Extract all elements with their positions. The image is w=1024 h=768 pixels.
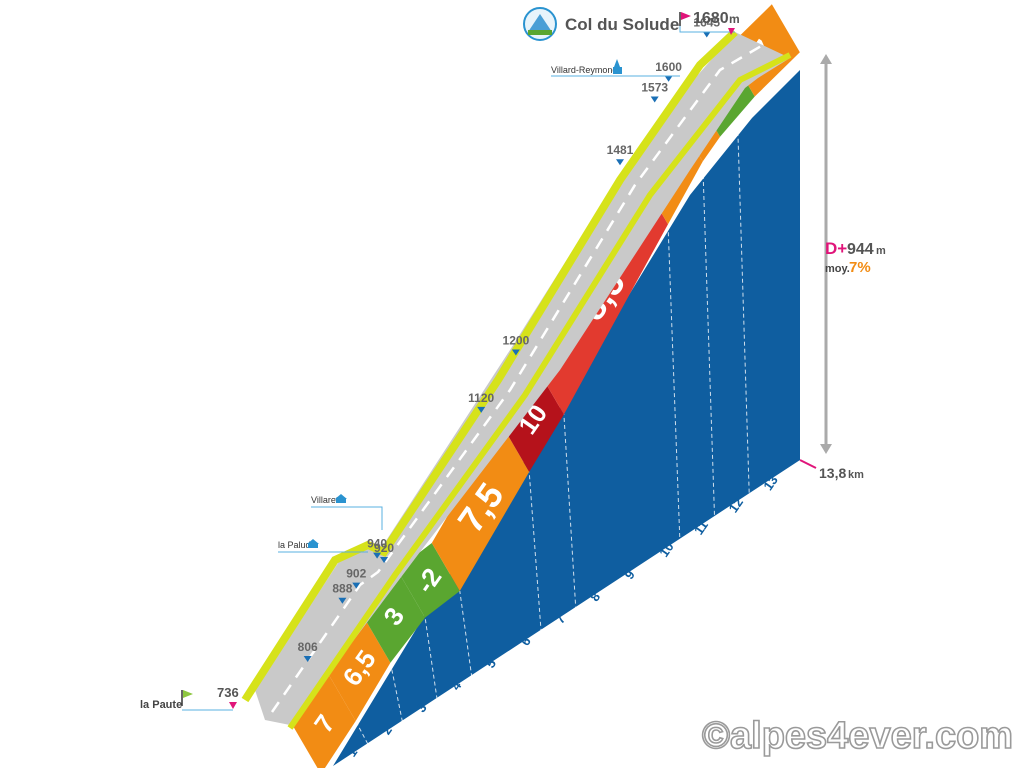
dplus-value: 944 (847, 241, 874, 258)
church-icon (613, 59, 622, 74)
house-icon (307, 539, 319, 548)
place-villard-reymond: Villard-Reymond (551, 65, 617, 75)
start-altitude: 736 (217, 685, 239, 700)
altitude-marker (511, 349, 520, 356)
house-icon (335, 494, 347, 503)
place-villaret: Villaret (311, 495, 339, 505)
altitude-marker (352, 582, 361, 589)
road-edge-right (287, 52, 792, 730)
height-arrow (820, 54, 832, 454)
gradient-segment (501, 366, 564, 472)
altitude-label: 1573 (641, 81, 668, 95)
altitude-label: 1200 (503, 333, 530, 347)
km-grid-line (528, 471, 542, 633)
gradient-segment (397, 543, 460, 618)
road-center-line (270, 43, 764, 713)
altitude-label: 1120 (468, 391, 494, 405)
altitude-marker (616, 159, 624, 166)
km-grid-line (736, 116, 750, 500)
km-grid-line (459, 590, 473, 678)
profile-wall (333, 70, 800, 766)
altitude-marker (303, 656, 312, 662)
summit-altitude: 1680 (693, 10, 729, 27)
altitude-label: 888 (332, 582, 352, 596)
altitude-marker (380, 557, 389, 563)
gradient-segment (293, 673, 356, 768)
start-flag-icon (181, 690, 193, 706)
altitude-marker (650, 96, 659, 103)
road-edge-left (241, 29, 738, 703)
distance-unit: km (848, 469, 864, 481)
altitude-marker (338, 597, 347, 604)
km-dashed-lines (355, 116, 750, 745)
place-la-palud: la Palud (278, 540, 311, 550)
altitude-label: 806 (298, 640, 318, 654)
start-name: la Paute (140, 699, 182, 711)
dplus-unit: m (876, 245, 886, 257)
altitude-label: 1481 (607, 143, 634, 157)
km-tick-label: 10 (656, 539, 677, 559)
summit-flag-icon (679, 12, 691, 26)
altitude-label: 1645 (693, 16, 720, 30)
km-grid-line (563, 414, 577, 611)
summit-icon (523, 7, 557, 41)
km-grid-line (389, 662, 403, 722)
copyright-watermark: ©alpes4ever.com (702, 715, 1013, 757)
avg-value: 7% (849, 259, 871, 276)
km-tick-label: 13 (760, 473, 781, 493)
distance-value: 13,8 (819, 465, 846, 481)
altitude-label: 1600 (655, 60, 682, 74)
altitude-marker (477, 406, 486, 413)
altitude-marker (702, 31, 711, 38)
summit-name: Col du Solude (565, 15, 679, 34)
km-grid-line (355, 720, 369, 745)
gradient-segment (327, 614, 391, 721)
dplus-label: D+ (825, 239, 847, 258)
km-tick-label: 12 (726, 495, 747, 515)
summit-altitude-unit: m (729, 12, 740, 26)
avg-label: moy. (825, 263, 850, 275)
altitude-label: 940 (367, 537, 387, 551)
gradient-segment (362, 569, 426, 663)
km-grid-line (667, 224, 681, 545)
altitude-label: 920 (374, 541, 394, 555)
altitude-marker (373, 552, 382, 559)
altitude-label: 902 (346, 567, 366, 581)
altitude-marker (664, 75, 673, 82)
gradient-segment (431, 423, 530, 592)
